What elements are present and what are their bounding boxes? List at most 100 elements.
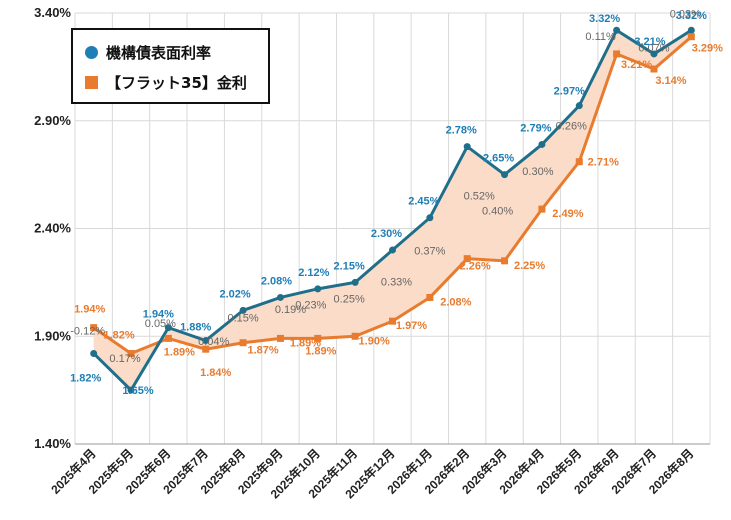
y-tick-label: 1.40% [34,436,71,451]
flat35-rate-label: 2.08% [440,296,471,308]
bond-rate-point [239,306,247,314]
bond-rate-label: 1.94% [143,309,174,321]
data-labels: 1.82% 1.65% 1.94% 1.88% 2.02% 2.08% 2.12% 2.15%… [70,8,723,397]
spread-label: 0.19% [275,304,306,316]
bond-rate-label: 3.32% [589,13,620,25]
bond-rate-point [538,140,546,148]
bond-rate-label: 2.78% [446,125,477,137]
bond-rate-label: 2.79% [520,122,551,134]
spread-label: 0.33% [381,277,412,289]
bond-rate-point [351,278,359,286]
legend-item-flat35-rate: 【フラット35】金利 [85,72,247,93]
y-tick-label: 2.40% [34,221,71,236]
flat35-rate-point [426,293,434,301]
bond-rate-label: 2.12% [298,267,329,279]
bond-rate-label: 1.88% [180,322,211,334]
flat35-rate-label: 1.89% [290,337,321,349]
spread-label: 0.30% [522,166,553,178]
bond-rate-label: 1.65% [122,385,153,397]
y-tick-label: 2.90% [34,113,71,128]
flat35-rate-point [202,345,210,353]
bond-rate-label: 2.30% [371,228,402,240]
flat35-rate-point [575,158,583,166]
flat35-rate-point [90,324,98,332]
flat35-rate-label: 3.14% [655,75,686,87]
flat35-rate-label: 3.29% [692,43,723,55]
spread-label: -0.12% [70,326,105,338]
legend-label-bond-rate: 機構債表面利率 [106,44,212,62]
bond-rate-label: 2.15% [334,260,365,272]
flat35-rate-label: 2.49% [552,208,583,220]
flat35-rate-label: 1.94% [74,304,105,316]
spread-label: 0.11% [585,31,616,43]
flat35-rate-point [239,339,247,347]
bond-rate-label: 2.02% [219,288,250,300]
flat35-rate-point [501,257,509,265]
flat35-rate-point [650,65,658,73]
bond-rate-label: 2.08% [261,275,292,287]
flat35-rate-point [538,205,546,213]
y-tick-label: 1.90% [34,328,71,343]
bond-rate-label: 2.65% [483,153,514,165]
flat35-rate-label: 2.26% [460,261,491,273]
square-marker-icon [85,76,98,89]
spread-label: 0.37% [414,246,445,258]
bond-rate-point [463,143,471,151]
flat35-rate-point [613,50,621,58]
bond-rate-point [202,337,210,345]
flat35-rate-point [389,317,396,325]
bond-rate-label: 3.21% [634,36,665,48]
flat35-rate-label: 1.87% [247,345,278,357]
flat35-rate-point [351,332,359,340]
bond-rate-label: 2.97% [554,86,585,98]
spread-label: 0.40% [482,206,513,218]
spread-label: 0.03% [670,8,701,20]
flat35-rate-label: 1.84% [200,367,231,379]
flat35-rate-point [687,33,695,41]
bond-rate-label: 3.32% [676,10,707,22]
circle-marker-icon [85,46,98,59]
bond-rate-point [575,102,583,110]
bond-rate-point [276,293,284,301]
legend-label-flat35-rate: 【フラット35】金利 [106,74,247,92]
spread-label: 0.05% [145,318,176,330]
bond-rate-point [650,50,658,58]
bond-rate-point [127,386,135,394]
bond-rate-label: 2.45% [408,196,439,208]
spread-label: 0.26% [556,121,587,133]
flat35-rate-label: 1.89% [164,346,195,358]
bond-rate-point [687,26,695,34]
spread-label: 0.52% [464,191,495,203]
bond-rate-point [389,246,396,254]
bond-rate-point [90,349,98,357]
series-markers [90,26,695,394]
flat35-rate-point [314,334,322,342]
spread-label: 0.04% [198,336,229,348]
flat35-rate-point [164,334,172,342]
flat35-rate-label: 2.71% [588,157,619,169]
legend-item-bond-rate: 機構債表面利率 [85,42,211,63]
flat35-rate-point [463,255,471,263]
spread-label: 0.25% [334,293,365,305]
flat35-rate-label: 1.82% [103,329,134,341]
bond-rate-label: 1.82% [70,372,101,384]
spread-label: 0.07% [638,42,669,54]
flat35-rate-point [127,349,135,357]
bond-rate-point [426,214,434,222]
spread-label: 0.23% [295,300,326,312]
flat35-rate-label: 2.25% [514,260,545,272]
bond-rate-point [164,324,172,332]
flat35-rate-label: 1.89% [305,345,336,357]
bond-rate-point [613,26,621,34]
spread-label: 0.15% [227,313,258,325]
y-tick-label: 3.40% [34,5,71,20]
legend: 機構債表面利率 【フラット35】金利 [71,28,270,104]
flat35-rate-label: 3.21% [621,59,652,71]
spread-label: 0.17% [109,353,140,365]
bond-rate-point [314,285,322,293]
flat35-rate-label: 1.90% [359,335,390,347]
flat35-rate-label: 1.97% [396,320,427,332]
flat35-rate-point [276,334,284,342]
bond-rate-point [501,171,509,179]
